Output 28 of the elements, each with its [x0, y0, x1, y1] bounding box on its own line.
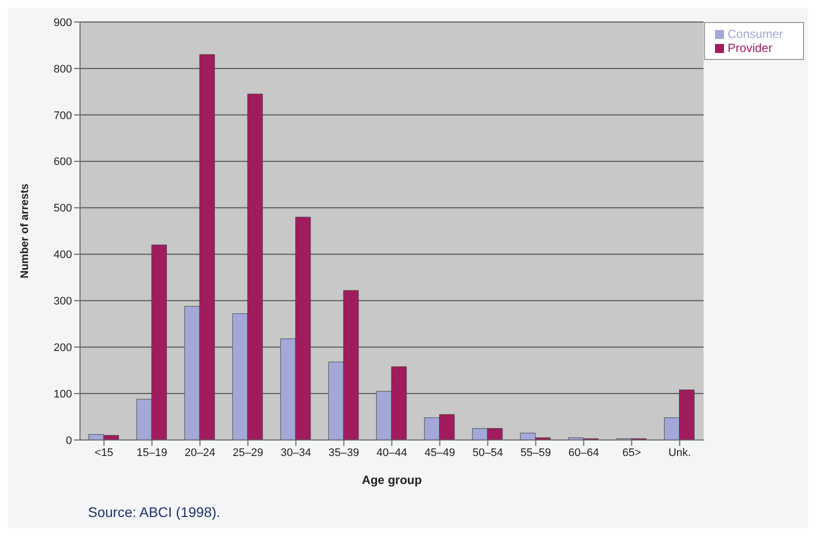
x-tick-label: 55–59	[520, 446, 552, 459]
y-tick-label: 700	[54, 110, 72, 122]
x-tick-label: 15–19	[136, 446, 168, 459]
y-tick-label: 500	[54, 202, 72, 215]
y-tick-label: 0	[66, 434, 72, 447]
x-tick-label: 60–64	[568, 446, 600, 459]
y-axis-title: Number of arrests	[18, 184, 31, 278]
x-tick-label: 50–54	[472, 446, 504, 459]
y-tick-label: 600	[54, 156, 72, 168]
x-tick-label: 45–49	[424, 446, 456, 459]
y-tick-label: 200	[54, 342, 72, 354]
legend-label: Consumer	[728, 27, 783, 41]
x-tick-label: 20–24	[184, 446, 216, 459]
source-note: Source: ABCI (1998).	[87, 503, 222, 522]
y-tick-label: 400	[54, 249, 72, 262]
x-tick-label: 40–44	[376, 446, 408, 459]
x-axis-title: Age group	[362, 473, 422, 487]
y-tick-label: 100	[54, 388, 72, 400]
x-tick-label: 35–39	[328, 446, 360, 459]
y-tick-label: 300	[54, 296, 72, 308]
x-tick-label: 30–34	[280, 446, 312, 459]
x-tick-label: Unk.	[668, 446, 691, 459]
legend-label: Provider	[728, 41, 772, 55]
x-tick-label: <15	[94, 446, 114, 459]
y-tick-label: 800	[54, 63, 72, 76]
y-tick-label: 900	[54, 16, 72, 29]
x-tick-label: 25–29	[232, 446, 264, 459]
x-tick-label: 65>	[622, 446, 642, 459]
